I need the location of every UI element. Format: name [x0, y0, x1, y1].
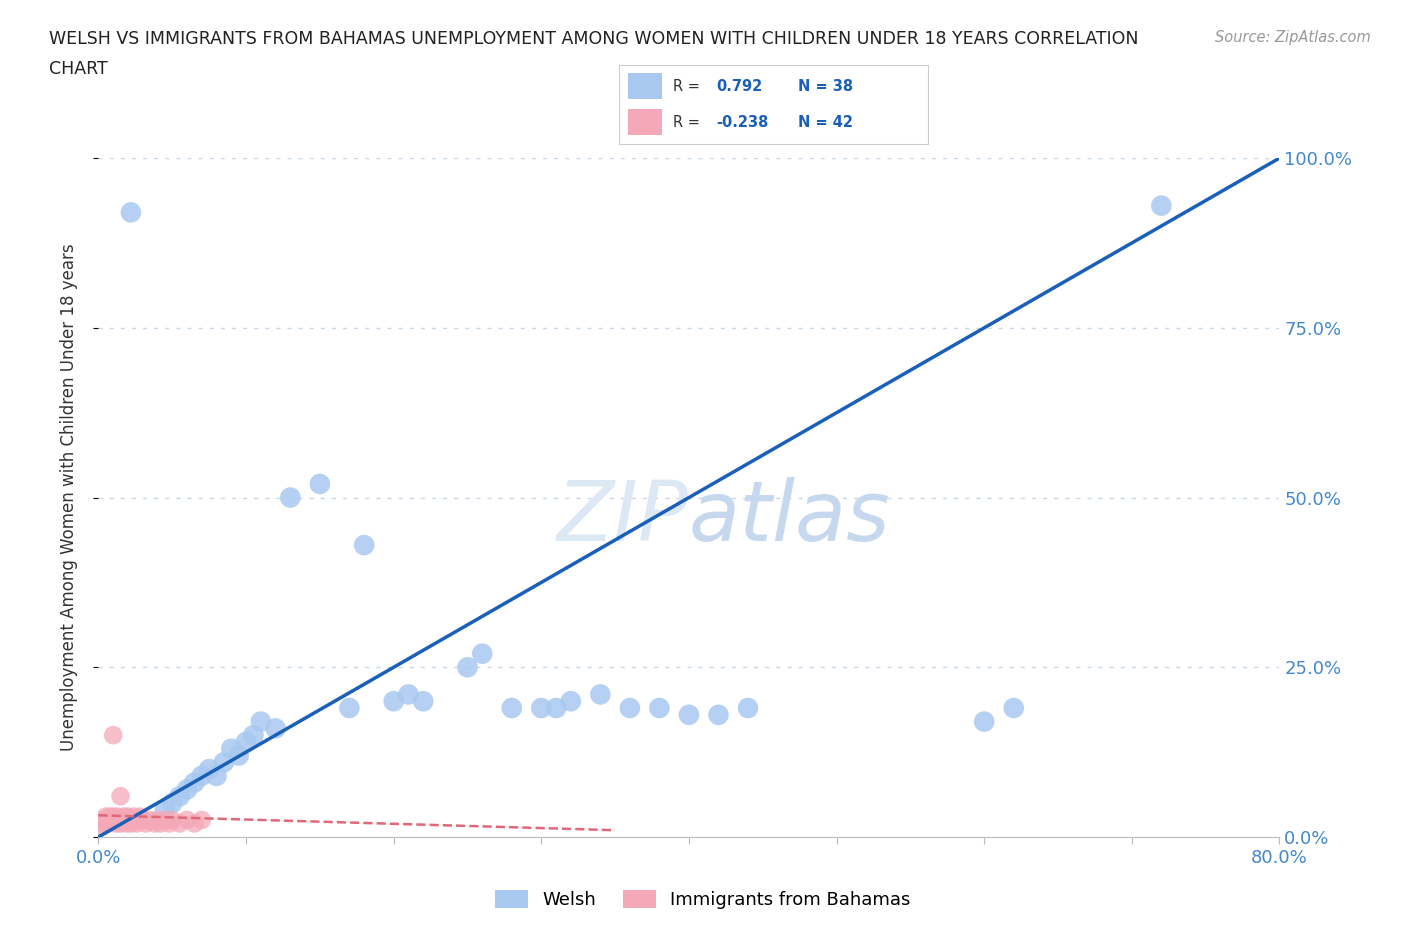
Point — [110, 816, 132, 830]
Point — [382, 694, 405, 709]
Point — [153, 813, 176, 828]
Legend: Welsh, Immigrants from Bahamas: Welsh, Immigrants from Bahamas — [488, 883, 918, 916]
Point — [264, 721, 287, 736]
Text: N = 42: N = 42 — [799, 114, 853, 129]
Point — [112, 809, 135, 824]
Text: Source: ZipAtlas.com: Source: ZipAtlas.com — [1215, 30, 1371, 45]
Point — [501, 700, 523, 715]
Text: WELSH VS IMMIGRANTS FROM BAHAMAS UNEMPLOYMENT AMONG WOMEN WITH CHILDREN UNDER 18: WELSH VS IMMIGRANTS FROM BAHAMAS UNEMPLO… — [49, 30, 1139, 47]
Point — [412, 694, 434, 709]
Point — [530, 700, 553, 715]
Point — [546, 700, 568, 715]
Point — [120, 816, 142, 830]
Point — [589, 687, 612, 702]
Text: R =: R = — [672, 114, 704, 129]
Point — [132, 813, 155, 828]
Point — [121, 813, 143, 828]
Point — [107, 809, 129, 824]
Point — [135, 816, 157, 830]
Point — [250, 714, 273, 729]
Point — [191, 768, 214, 783]
Point — [205, 768, 228, 783]
Point — [737, 700, 759, 715]
Point — [198, 762, 221, 777]
Point — [90, 819, 112, 834]
Point — [228, 748, 250, 763]
Point — [96, 813, 118, 828]
Point — [93, 813, 115, 828]
Point — [120, 205, 142, 219]
Point — [471, 646, 494, 661]
Point — [125, 816, 148, 830]
Point — [176, 813, 198, 828]
Point — [139, 813, 162, 828]
Text: -0.238: -0.238 — [716, 114, 769, 129]
Point — [105, 816, 128, 830]
Point — [117, 809, 139, 824]
Point — [153, 803, 176, 817]
Text: atlas: atlas — [689, 477, 890, 558]
Text: N = 38: N = 38 — [799, 79, 853, 94]
Point — [104, 813, 127, 828]
Point — [169, 816, 191, 830]
Point — [111, 813, 134, 828]
Point — [114, 813, 136, 828]
Point — [98, 809, 121, 824]
Point — [648, 700, 671, 715]
Point — [103, 727, 125, 742]
Point — [127, 813, 149, 828]
Point — [169, 789, 191, 804]
Text: R =: R = — [672, 79, 704, 94]
Point — [242, 727, 264, 742]
Point — [94, 809, 117, 824]
Point — [108, 813, 131, 828]
Point — [100, 813, 122, 828]
Point — [235, 735, 257, 750]
Point — [456, 660, 478, 675]
Point — [97, 816, 120, 830]
Point — [191, 813, 214, 828]
Point — [118, 813, 141, 828]
Point — [619, 700, 641, 715]
Point — [678, 708, 700, 723]
Point — [115, 816, 138, 830]
Y-axis label: Unemployment Among Women with Children Under 18 years: Unemployment Among Women with Children U… — [59, 244, 77, 751]
Point — [973, 714, 995, 729]
Point — [91, 816, 114, 830]
Point — [110, 789, 132, 804]
Point — [128, 809, 150, 824]
Point — [143, 816, 166, 830]
Text: 0.792: 0.792 — [716, 79, 762, 94]
Point — [339, 700, 360, 715]
Point — [157, 816, 180, 830]
Point — [103, 809, 125, 824]
Point — [707, 708, 730, 723]
Bar — [628, 109, 662, 135]
Point — [146, 813, 169, 828]
Point — [1002, 700, 1025, 715]
Point — [162, 813, 183, 828]
Point — [183, 816, 205, 830]
Point — [309, 476, 332, 491]
Bar — [628, 73, 662, 100]
Point — [1150, 198, 1173, 213]
Point — [176, 782, 198, 797]
Point — [560, 694, 582, 709]
Point — [122, 809, 145, 824]
Point — [353, 538, 375, 552]
Point — [162, 796, 183, 811]
Point — [396, 687, 419, 702]
Point — [278, 490, 302, 505]
Text: CHART: CHART — [49, 60, 108, 78]
Point — [149, 816, 172, 830]
Point — [212, 755, 235, 770]
Point — [183, 776, 205, 790]
Point — [124, 813, 146, 828]
Text: ZIP: ZIP — [557, 477, 689, 558]
Point — [219, 741, 242, 756]
